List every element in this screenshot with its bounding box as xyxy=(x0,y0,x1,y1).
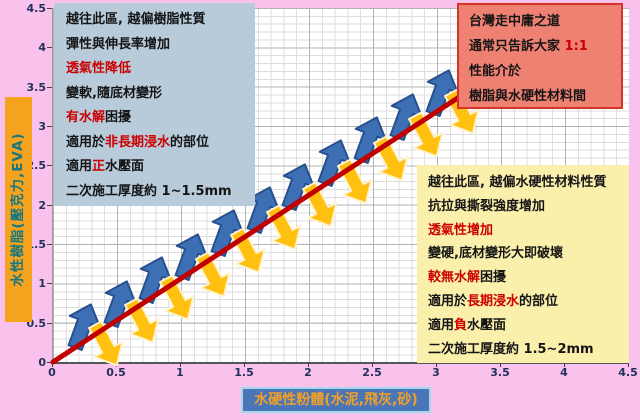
annotation-line: 抗拉與撕裂強度增加 xyxy=(428,198,546,214)
diagonal-ratio-line xyxy=(50,88,472,365)
y-tick-mark xyxy=(47,47,52,49)
x-tick-label: 4.5 xyxy=(618,366,638,379)
y-tick-label: 0 xyxy=(38,356,46,369)
annotation-line: 彈性與伸長率增加 xyxy=(66,36,171,52)
hydraulic-annotation-box: 越往此區, 越偏水硬性材料性質 抗拉與撕裂強度增加 透氣性增加變硬,底材變形大即破壞… xyxy=(417,165,629,363)
x-tick-label: 0 xyxy=(48,366,56,379)
annotation-line: 透氣性增加 xyxy=(428,222,494,238)
annotation-line: 樹脂與水硬性材料間 xyxy=(469,89,587,104)
y-tick-mark xyxy=(47,8,52,10)
y-tick-mark xyxy=(47,362,52,363)
x-tick-mark xyxy=(244,362,245,367)
x-tick-label: 0.5 xyxy=(106,366,126,379)
y-tick-mark xyxy=(47,165,52,167)
y-tick-mark xyxy=(47,204,52,206)
y-tick-mark xyxy=(47,283,52,285)
x-tick-mark xyxy=(308,362,309,367)
resin-annotation-box: 越往此區, 越偏樹脂性質 彈性與伸長率增加 透氣性降低變軟,隨底材變形 有水解困擾適用… xyxy=(54,3,255,206)
y-tick-label: 3 xyxy=(38,120,46,134)
x-tick-mark xyxy=(628,362,629,367)
y-tick-mark xyxy=(47,126,52,128)
x-tick-label: 1.5 xyxy=(234,366,254,379)
x-tick-label: 3.5 xyxy=(490,366,510,379)
annotation-line: 性能介於 xyxy=(469,64,522,79)
middle-annotation-box: 台灣走中庸之道通常只告訴大家 1:1 性能介於樹脂與水硬性材料間 xyxy=(457,3,623,109)
x-tick-mark xyxy=(180,362,181,367)
annotation-line: 適用負水壓面 xyxy=(428,317,507,333)
y-tick-mark xyxy=(47,244,52,245)
y-tick-label: 2 xyxy=(38,198,46,212)
y-tick-label: 4.5 xyxy=(26,2,47,16)
y-tick-mark xyxy=(47,322,52,324)
x-tick-label: 4 xyxy=(560,366,568,379)
y-tick-mark xyxy=(47,86,52,88)
annotation-line: 越往此區, 越偏水硬性材料性質 xyxy=(428,175,607,190)
annotation-line: 通常只告訴大家 1:1 xyxy=(469,39,588,54)
y-tick-label: 4 xyxy=(38,41,46,55)
x-tick-mark xyxy=(436,362,437,367)
annotation-line: 較無水解困擾 xyxy=(428,270,507,286)
annotation-line: 適用於長期浸水的部位 xyxy=(428,293,559,309)
annotation-line: 越往此區, 越偏樹脂性質 xyxy=(66,12,206,27)
annotation-line: 適用正水壓面 xyxy=(66,159,145,174)
annotation-line: 有水解困擾 xyxy=(66,110,132,125)
x-tick-label: 3 xyxy=(432,366,440,379)
annotation-line: 變硬,底材變形大即破壞 xyxy=(428,246,563,262)
x-tick-label: 2 xyxy=(304,366,312,379)
annotation-line: 二次施工厚度約 1.5~2mm xyxy=(428,341,594,357)
x-tick-label: 1 xyxy=(176,366,184,379)
y-tick-label: 1 xyxy=(38,277,46,291)
x-tick-mark xyxy=(564,362,565,367)
y-tick-label: 3.5 xyxy=(26,80,47,94)
x-tick-mark xyxy=(52,362,53,367)
x-tick-mark xyxy=(372,362,373,367)
x-tick-label: 2.5 xyxy=(362,366,382,379)
y-axis-title: 水性樹脂(壓克力,EVA) xyxy=(5,97,32,322)
x-axis-title: 水硬性粉體(水泥,飛灰,砂) xyxy=(241,387,431,413)
annotation-line: 變軟,隨底材變形 xyxy=(66,85,162,101)
annotation-line: 透氣性降低 xyxy=(66,61,132,76)
annotation-line: 二次施工厚度約 1~1.5mm xyxy=(66,183,232,199)
annotation-line: 台灣走中庸之道 xyxy=(469,14,561,29)
annotation-line: 適用於非長期浸水的部位 xyxy=(66,134,210,150)
x-tick-mark xyxy=(500,362,501,367)
